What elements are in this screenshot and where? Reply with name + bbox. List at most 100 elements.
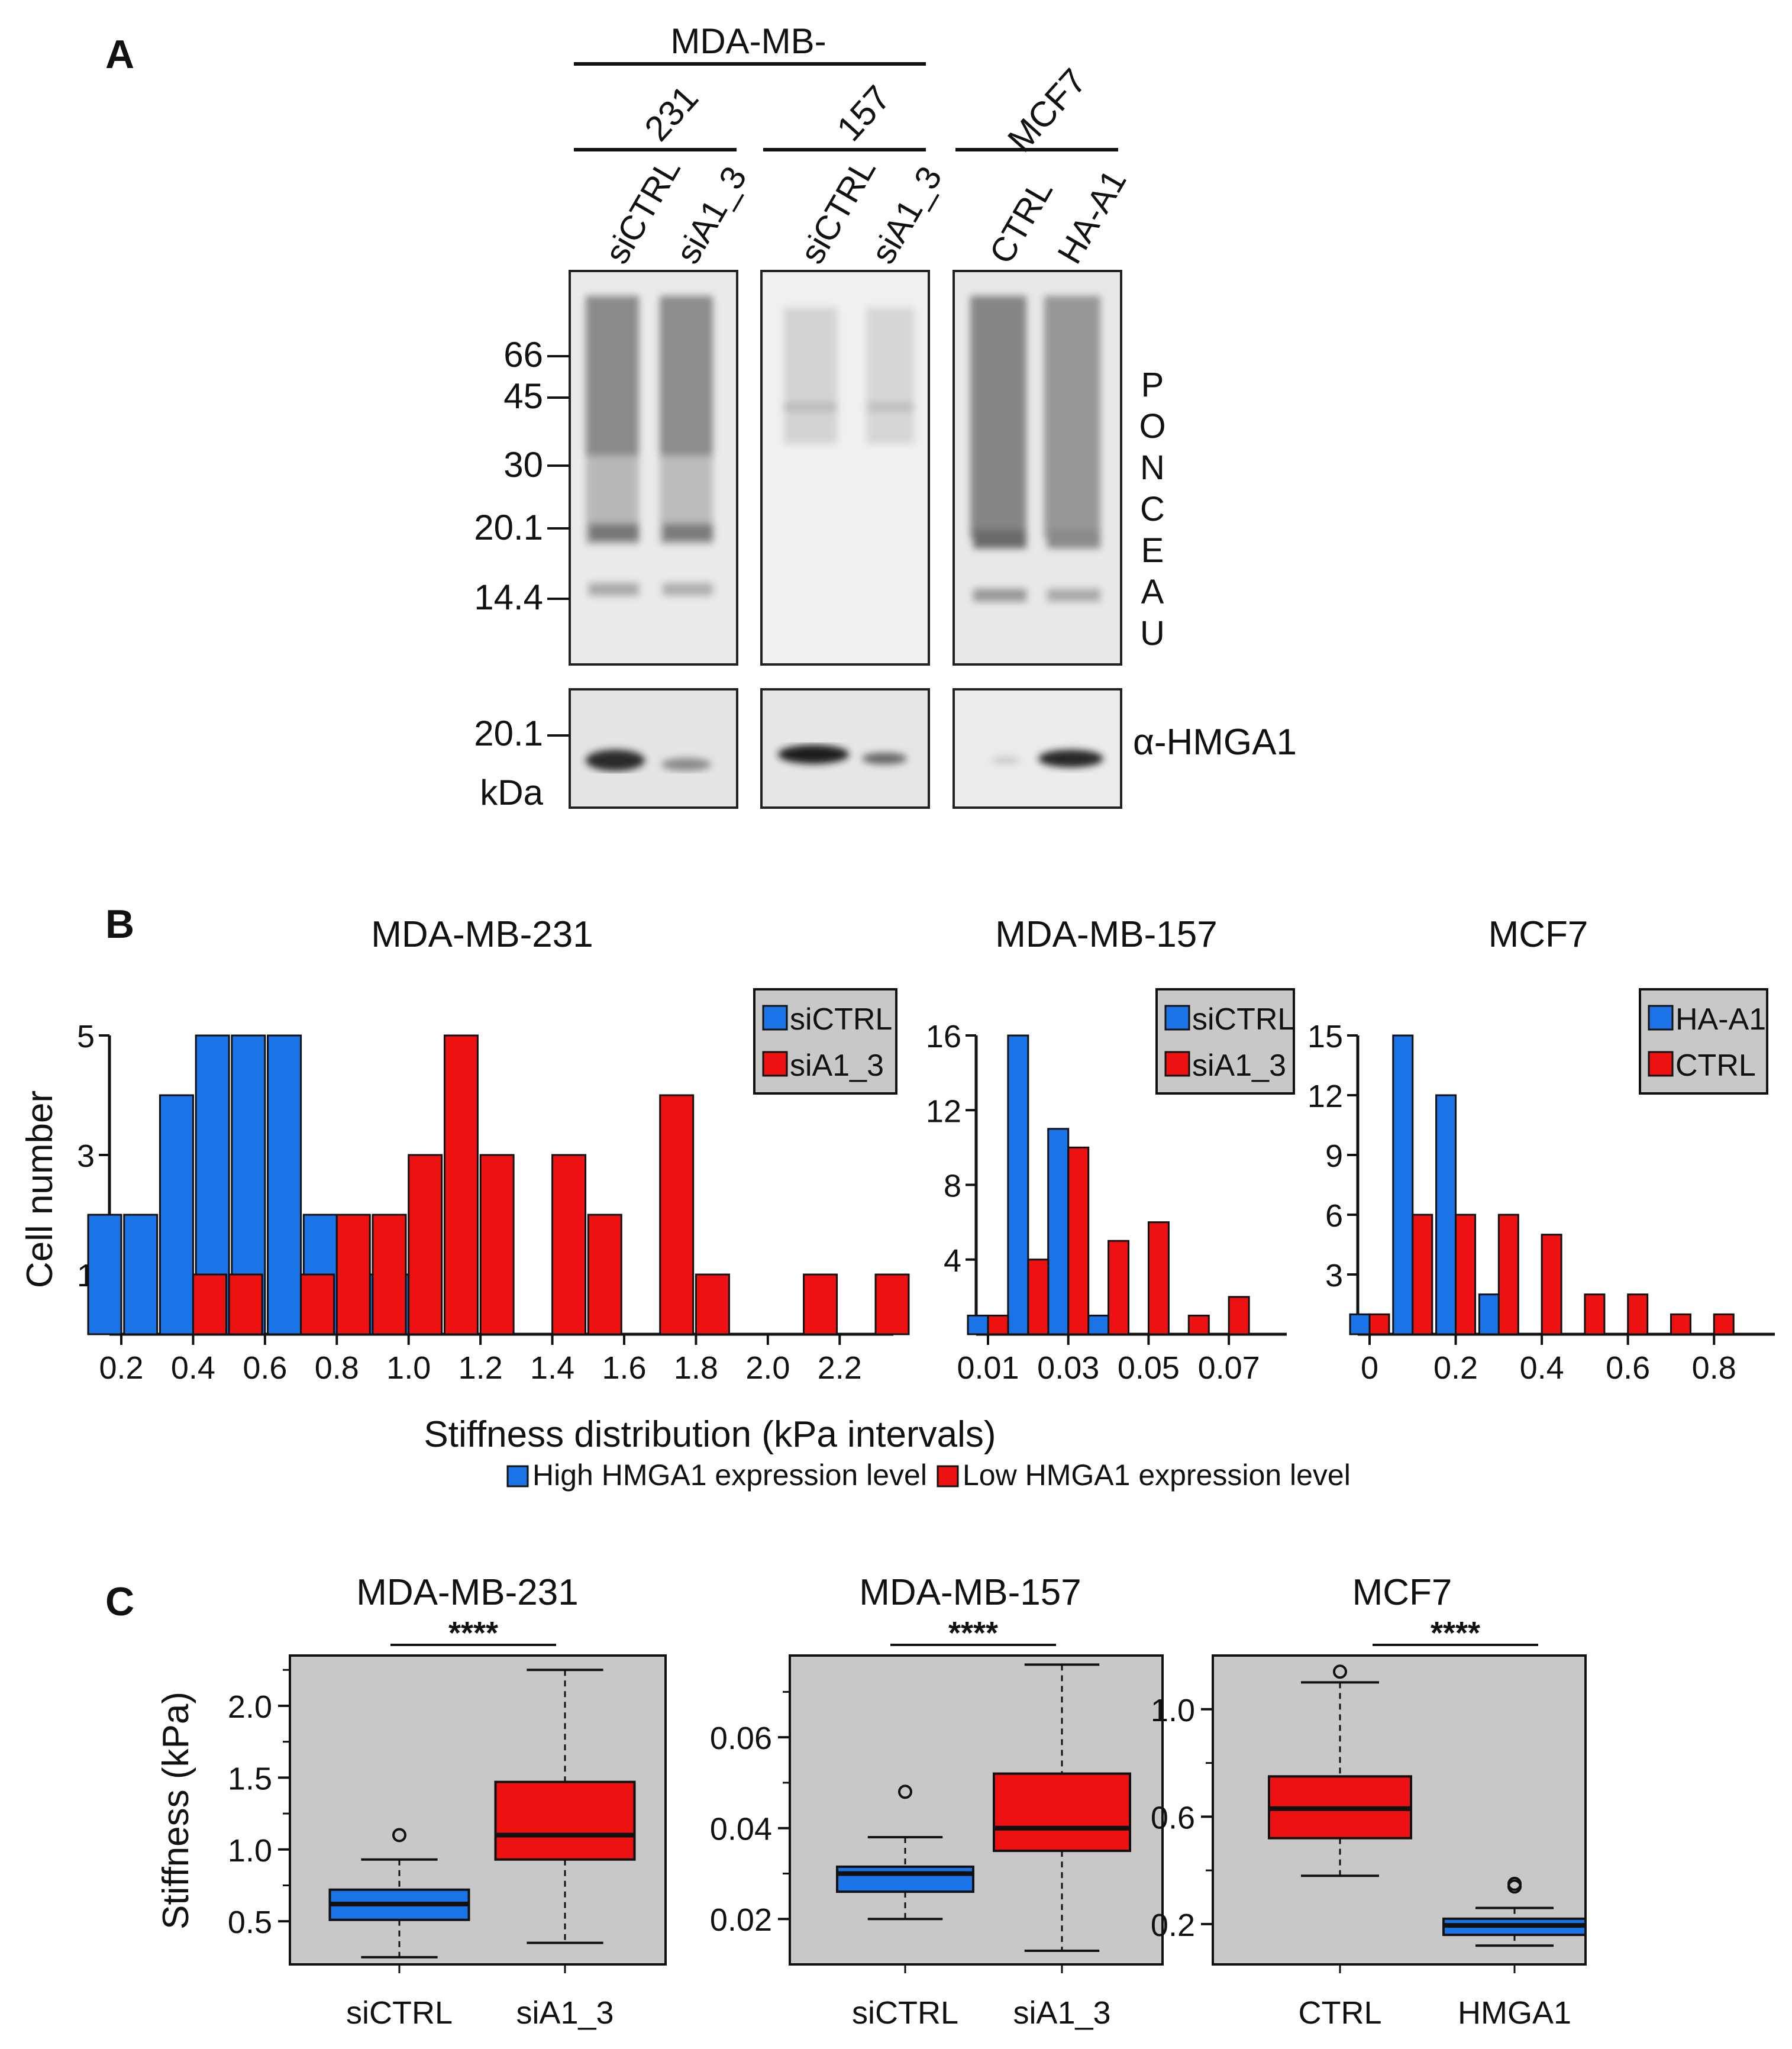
significance-stars: **** — [448, 1615, 498, 1651]
legend-label: siCTRL — [790, 1002, 892, 1037]
cell-line-mcf7: MCF7 — [1000, 61, 1094, 159]
outlier-point — [392, 1828, 406, 1843]
significance-stars: **** — [948, 1615, 998, 1651]
bar-siA1_3 — [1147, 1221, 1170, 1335]
y-tick-label: 16 — [926, 1019, 961, 1054]
y-tick-label: 0.04 — [710, 1812, 772, 1847]
significance-stars: **** — [1431, 1615, 1480, 1651]
x-tick-label: 1.8 — [674, 1350, 718, 1386]
category-label: siA1_3 — [1013, 1995, 1110, 2031]
x-tick-label: 0.01 — [957, 1350, 1019, 1386]
y-tick-label: 15 — [1307, 1019, 1343, 1054]
stain-letter: N — [1140, 448, 1165, 487]
x-tick-label: 0.4 — [1520, 1350, 1564, 1386]
bar-siA1_3 — [874, 1273, 910, 1335]
hmga1-box-231 — [569, 688, 738, 809]
bar-CTRL — [1412, 1214, 1433, 1335]
bar-siA1_3 — [1027, 1259, 1050, 1335]
legend-swatch — [1164, 1051, 1190, 1077]
hmga1-bands — [586, 745, 1103, 771]
histogram-2: MCF7 3 6 9 12 15 0 0.2 0.4 0.6 0.8 HA-A1 CTRL — [1307, 914, 1775, 1386]
y-tick-label: 0.06 — [710, 1721, 772, 1756]
lane-label-5: CTRL — [982, 173, 1060, 270]
y-tick-label: 3 — [1325, 1258, 1343, 1293]
bar-CTRL — [1627, 1293, 1649, 1335]
legend-swatch-low — [937, 1465, 959, 1487]
bar-CTRL — [1497, 1214, 1519, 1335]
y-tick-label: 4 — [944, 1243, 961, 1279]
y-tick-label: 5 — [77, 1019, 95, 1054]
bar-siCTRL — [123, 1214, 159, 1335]
y-tick-label: 1.5 — [228, 1761, 272, 1796]
bar-siA1_3 — [1108, 1240, 1130, 1335]
panel-label-c: C — [105, 1579, 134, 1624]
category-label: siCTRL — [852, 1995, 958, 2031]
outlier-point — [898, 1785, 912, 1799]
box — [836, 1865, 974, 1893]
ponceau-bands — [586, 296, 1100, 602]
x-tick-label: 2.2 — [818, 1350, 862, 1386]
bar-siA1_3 — [300, 1273, 335, 1335]
bar-siCTRL — [967, 1314, 989, 1335]
y-tick-label: 2.0 — [228, 1689, 272, 1725]
legend-swatch — [1648, 1005, 1674, 1031]
panel-label-a: A — [105, 32, 134, 77]
outlier-point — [1507, 1876, 1522, 1891]
x-tick-label: 1.6 — [602, 1350, 646, 1386]
boxplot-title: MDA-MB-231 — [356, 1572, 579, 1613]
bar-siA1_3 — [335, 1214, 371, 1335]
hmga1-membrane: 20.1 kDa α-HMGA1 — [474, 688, 1297, 812]
bar-siA1_3 — [659, 1094, 695, 1335]
bar-siA1_3 — [987, 1314, 1009, 1335]
cell-line-231: 231 — [637, 78, 706, 149]
x-tick-label: 0.8 — [315, 1350, 359, 1386]
bar-CTRL — [1455, 1214, 1477, 1335]
bar-siA1_3 — [587, 1214, 622, 1335]
legend-label: siA1_3 — [790, 1048, 884, 1083]
histogram-legend: HA-A1 CTRL — [1639, 988, 1768, 1095]
hmga1-box-157 — [760, 688, 930, 809]
x-tick-label: 0.4 — [171, 1350, 215, 1386]
y-tick-label: 8 — [944, 1169, 961, 1204]
mw-30: 30 — [503, 445, 543, 485]
legend-swatch — [762, 1005, 788, 1031]
bar-siA1_3 — [408, 1154, 443, 1335]
legend-label: HA-A1 — [1675, 1002, 1766, 1037]
blot-group-label: MDA-MB- — [670, 21, 826, 61]
ponceau-membrane — [569, 270, 1122, 666]
x-tick-label: 0 — [1361, 1350, 1378, 1386]
western-blot: MDA-MB- 231 157 MCF7 siCTRL siA1_3 siCTR… — [474, 21, 1297, 812]
histogram-legend: siCTRL siA1_3 — [753, 988, 897, 1095]
legend-label: CTRL — [1675, 1048, 1756, 1083]
boxplot-ylabel: Stiffness (kPa) — [156, 1692, 196, 1929]
legend-swatch — [762, 1051, 788, 1077]
bar-HA-A1 — [1478, 1293, 1500, 1335]
x-tick-label: 0.2 — [1433, 1350, 1478, 1386]
bottom-legend: High HMGA1 expression level Low HMGA1 ex… — [506, 1458, 1351, 1492]
bar-HA-A1 — [1435, 1094, 1457, 1335]
ponceau-label: P O N C E A U — [1139, 366, 1165, 653]
cell-line-157: 157 — [829, 78, 898, 149]
boxplot-2: MCF7**** 0.2 0.6 1.0 CTRL HMGA1 — [1151, 1572, 1587, 2031]
stain-letter: C — [1140, 490, 1165, 528]
bar-siA1_3 — [1228, 1296, 1250, 1335]
x-tick-label: 1.4 — [530, 1350, 574, 1386]
category-label: CTRL — [1298, 1995, 1381, 2031]
bar-siA1_3 — [228, 1273, 263, 1335]
histogram-ylabel: Cell number — [20, 1090, 60, 1288]
bar-CTRL — [1670, 1313, 1691, 1335]
y-tick-label: 9 — [1325, 1138, 1343, 1174]
y-tick-label: 0.6 — [1151, 1800, 1195, 1835]
bar-siA1_3 — [443, 1034, 479, 1335]
histogram-xlabel: Stiffness distribution (kPa intervals) — [424, 1414, 996, 1455]
legend-label: siA1_3 — [1192, 1048, 1286, 1083]
stain-letter: U — [1140, 614, 1165, 653]
x-tick-label: 0.07 — [1198, 1350, 1260, 1386]
legend-label: siCTRL — [1192, 1002, 1294, 1037]
histogram-legend: siCTRL siA1_3 — [1155, 988, 1295, 1095]
boxplot-1: MDA-MB-157**** 0.02 0.04 0.06 siCTRL siA1_3 — [710, 1572, 1164, 2031]
bar-siA1_3 — [695, 1273, 730, 1335]
bar-siCTRL — [1087, 1314, 1110, 1335]
x-tick-label: 0.2 — [99, 1350, 143, 1386]
